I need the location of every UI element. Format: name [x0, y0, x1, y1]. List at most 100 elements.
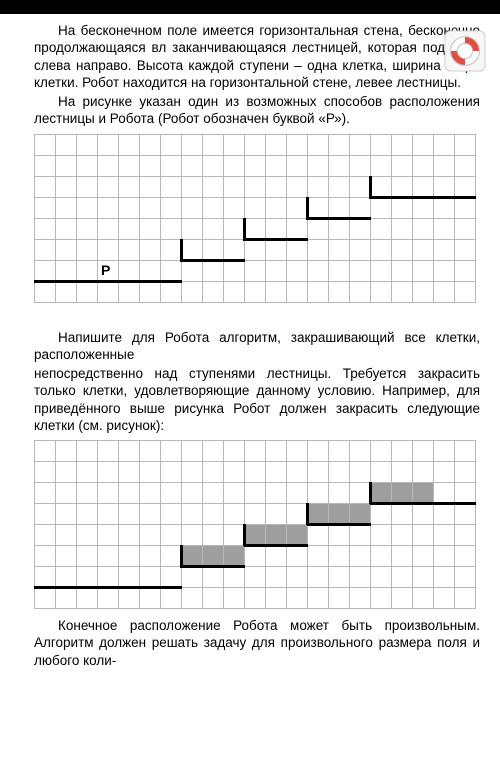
grid-cell [329, 218, 350, 239]
grid-cell [77, 134, 98, 155]
grid-cell [182, 462, 203, 483]
grid-cell [182, 567, 203, 588]
grid-cell [56, 483, 77, 504]
grid-cell [434, 197, 455, 218]
grid-cell [455, 504, 476, 525]
grid-cell [413, 281, 434, 302]
grid-cell [308, 197, 329, 218]
grid-cell [245, 260, 266, 281]
grid-cell [245, 588, 266, 609]
grid-cell [350, 155, 371, 176]
grid-cell [392, 218, 413, 239]
grid-cell [224, 218, 245, 239]
grid-cell [161, 239, 182, 260]
grid-cell [350, 239, 371, 260]
grid-cell [455, 197, 476, 218]
grid-cell [35, 441, 56, 462]
grid-cell [266, 441, 287, 462]
grid-cell [266, 239, 287, 260]
help-icon[interactable] [444, 30, 486, 72]
grid-cell [140, 504, 161, 525]
grid-cell [98, 239, 119, 260]
grid-cell [329, 567, 350, 588]
grid-cell [371, 567, 392, 588]
grid-cell [392, 281, 413, 302]
grid-cell [350, 504, 371, 525]
grid-cell [35, 239, 56, 260]
grid-cell [119, 588, 140, 609]
grid-cell [56, 567, 77, 588]
grid-cell [455, 218, 476, 239]
grid-cell [245, 525, 266, 546]
grid-cell [308, 567, 329, 588]
grid-cell [56, 281, 77, 302]
grid-cell [98, 155, 119, 176]
grid-cell [77, 462, 98, 483]
grid-cell [455, 483, 476, 504]
status-bar [0, 0, 500, 14]
grid-cell [287, 441, 308, 462]
grid-cell [371, 525, 392, 546]
grid-cell [455, 567, 476, 588]
grid-cell [455, 176, 476, 197]
grid-cell [434, 176, 455, 197]
grid-cell [56, 260, 77, 281]
paragraph-1: На бесконечном поле имеется горизонталь­… [34, 22, 480, 91]
grid-cell [182, 588, 203, 609]
grid-cell [182, 525, 203, 546]
grid-cell [371, 155, 392, 176]
grid-cell [140, 197, 161, 218]
grid-cell [434, 281, 455, 302]
grid-cell [182, 546, 203, 567]
grid-cell [98, 134, 119, 155]
grid-cell [455, 281, 476, 302]
grid-cell [224, 441, 245, 462]
grid-cell [434, 525, 455, 546]
grid-cell [161, 441, 182, 462]
grid-cell [203, 260, 224, 281]
robot-marker: Р [98, 260, 119, 281]
grid-cell [392, 483, 413, 504]
grid-cell [287, 197, 308, 218]
grid-cell [35, 525, 56, 546]
grid-cell [329, 546, 350, 567]
grid-cell [182, 239, 203, 260]
grid-cell [413, 197, 434, 218]
grid-cell [35, 218, 56, 239]
grid-cell [119, 525, 140, 546]
grid-cell [182, 218, 203, 239]
grid-cell [308, 281, 329, 302]
grid-cell [329, 462, 350, 483]
grid-cell [98, 281, 119, 302]
grid-cell [266, 281, 287, 302]
grid-cell [245, 441, 266, 462]
grid-cell [161, 197, 182, 218]
grid-cell [287, 155, 308, 176]
grid-cell [140, 281, 161, 302]
grid-cell [77, 525, 98, 546]
grid-cell [392, 441, 413, 462]
grid-cell [35, 567, 56, 588]
grid-cell [77, 281, 98, 302]
grid-cell [329, 525, 350, 546]
grid-cell [434, 588, 455, 609]
grid-cell [266, 483, 287, 504]
grid-cell [77, 197, 98, 218]
grid-cell [77, 155, 98, 176]
grid-cell [287, 260, 308, 281]
grid-cell [35, 588, 56, 609]
grid-cell [287, 567, 308, 588]
grid-cell [413, 525, 434, 546]
grid-cell [119, 134, 140, 155]
grid-cell [287, 525, 308, 546]
grid-cell [392, 155, 413, 176]
grid-cell [434, 567, 455, 588]
grid-cell [140, 483, 161, 504]
grid-cell [35, 462, 56, 483]
grid-cell [413, 504, 434, 525]
grid-cell [119, 504, 140, 525]
grid-cell [56, 155, 77, 176]
grid-cell [329, 504, 350, 525]
grid-cell [245, 504, 266, 525]
grid-cell [56, 504, 77, 525]
